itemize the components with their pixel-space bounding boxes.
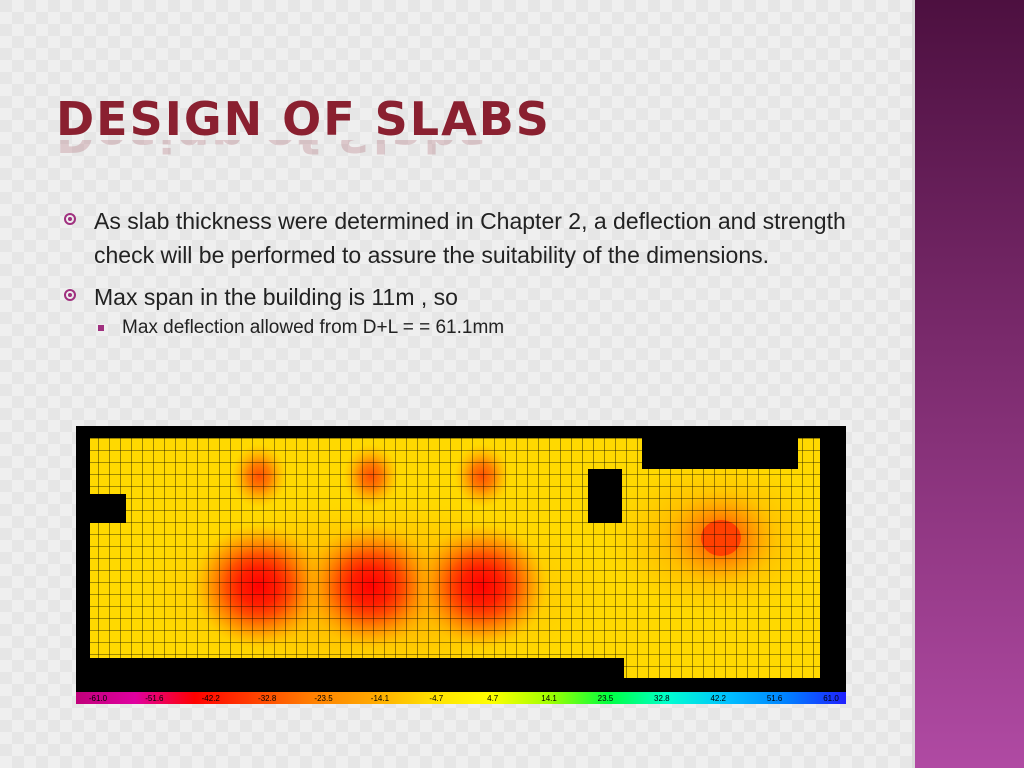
square-bullet-icon [98,325,104,331]
sub-bullet-list: Max deflection allowed from D+L = = 61.1… [94,314,862,342]
sub-bullet-text: Max deflection allowed from D+L = = 61.1… [122,317,505,338]
bullet-text: As slab thickness were determined in Cha… [94,208,846,268]
legend-tick-label: 4.7 [487,694,499,703]
bullet-item: Max span in the building is 11m , so Max… [62,280,862,342]
legend-tick-label: 51.6 [767,694,783,703]
contour-svg: -61.0 -51.6 -42.2 -32.8 -23.5 -14.1 -4.7 4.7 14.… [76,438,846,704]
legend-tick-label: -51.6 [145,694,164,703]
deflection-contour-figure: -61.0 -51.6 -42.2 -32.8 -23.5 -14.1 -4.7 4.7 14.… [76,426,846,704]
slide-title: Design of Slabs [56,92,551,146]
legend-tick-label: -4.7 [429,694,443,703]
legend-color-bar [76,692,846,704]
circle-bullet-icon [64,289,76,301]
legend-tick-label: 23.5 [598,694,614,703]
legend-tick-label: 61.0 [823,694,839,703]
legend-tick-label: 42.2 [710,694,726,703]
legend-tick-label: -61.0 [89,694,108,703]
bullet-text: Max span in the building is 11m , so [94,284,458,310]
bullet-item: As slab thickness were determined in Cha… [62,204,862,272]
slab-contours [90,438,820,678]
legend-tick-label: -14.1 [371,694,390,703]
legend-tick-label: 32.8 [654,694,670,703]
bullet-list: As slab thickness were determined in Cha… [62,204,862,350]
legend-tick-label: -42.2 [202,694,221,703]
legend-tick-label: -23.5 [314,694,333,703]
circle-bullet-icon [64,213,76,225]
decorative-sidebar [912,0,1024,768]
slab-opening [588,469,622,523]
sub-bullet-item: Max deflection allowed from D+L = = 61.1… [94,314,862,342]
legend-tick-label: 14.1 [541,694,557,703]
legend-tick-label: -32.8 [258,694,277,703]
contour-legend: -61.0 -51.6 -42.2 -32.8 -23.5 -14.1 -4.7 4.7 14.… [76,692,846,704]
slide-title-reflection: Design of Slabs [56,140,488,162]
